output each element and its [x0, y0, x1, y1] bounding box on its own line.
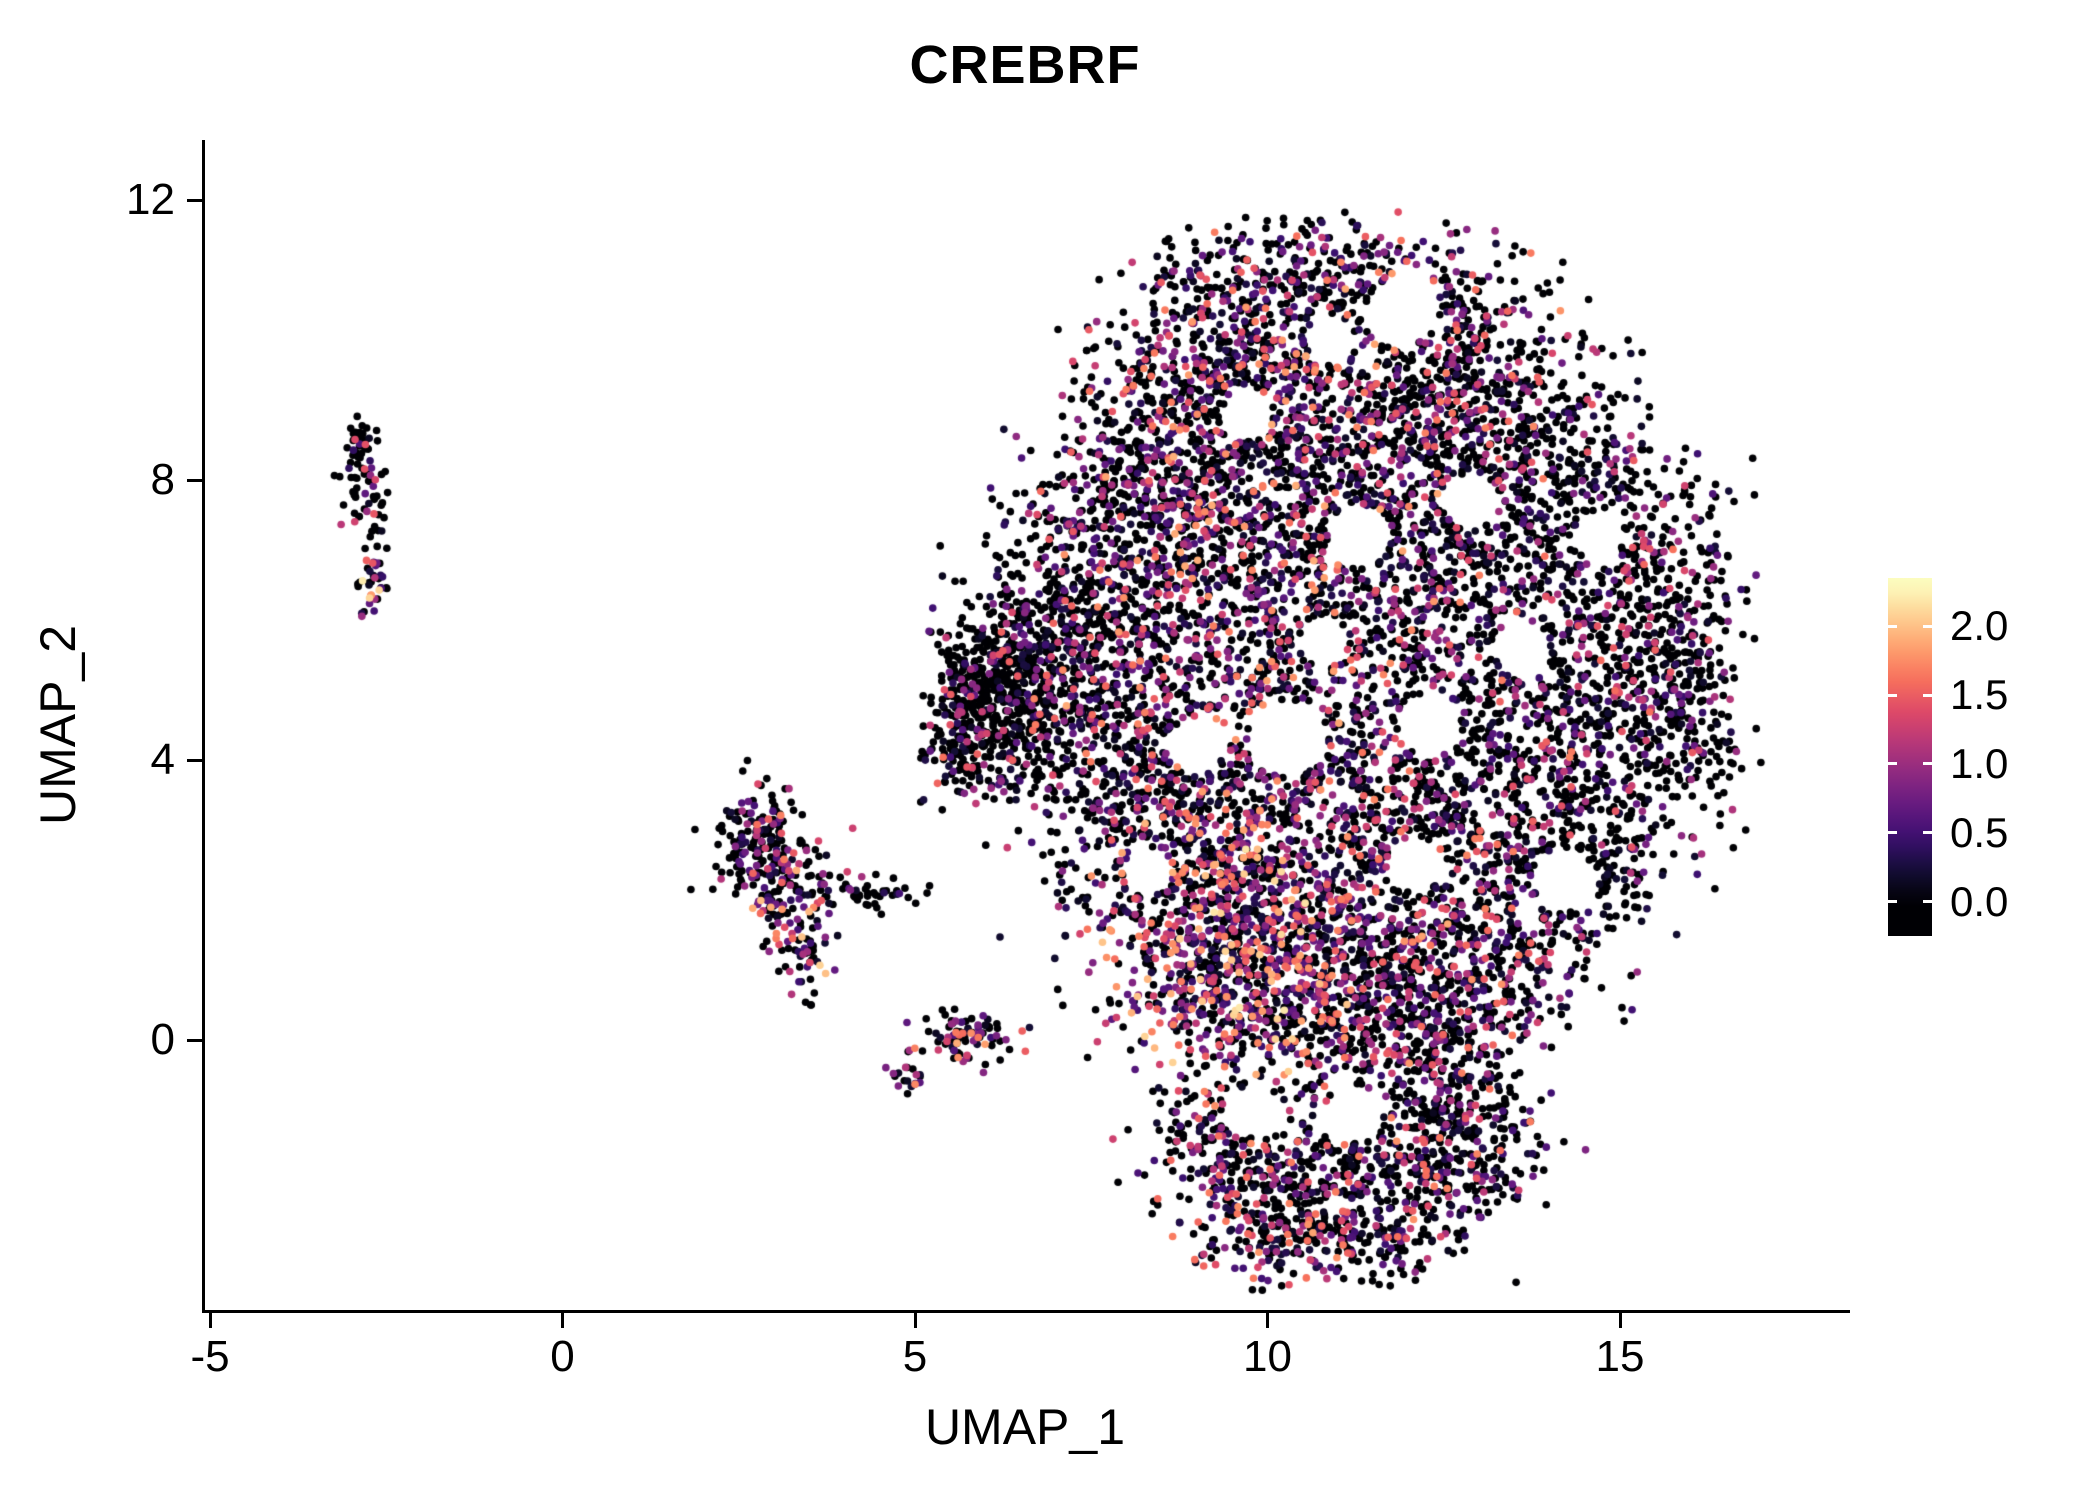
colorbar-tick-mark: [1923, 900, 1932, 904]
colorbar-tick-label: 2.0: [1950, 602, 2009, 650]
y-tick-label: 4: [150, 735, 175, 784]
colorbar-tick-mark: [1888, 831, 1897, 835]
x-tick-label: 15: [1595, 1332, 1645, 1381]
y-tick-label: 8: [150, 455, 175, 504]
x-tick-mark: [208, 1313, 212, 1328]
x-tick-label: 5: [902, 1332, 928, 1381]
plot-title: CREBRF: [909, 35, 1141, 95]
x-tick-label: -5: [190, 1332, 230, 1381]
colorbar-tick-label: 0.0: [1950, 877, 2009, 925]
colorbar-tick-label: 1.5: [1950, 671, 2009, 719]
x-tick-mark: [1266, 1313, 1269, 1328]
y-tick-mark: [187, 198, 202, 202]
x-tick-mark: [561, 1313, 564, 1328]
y-tick-label: 12: [126, 175, 175, 224]
y-tick-label: 0: [150, 1015, 175, 1064]
y-axis-line: [202, 140, 205, 1313]
colorbar-tick-label: 1.0: [1950, 739, 2009, 787]
colorbar: [1888, 578, 1932, 936]
colorbar-tick-mark: [1888, 693, 1897, 697]
x-axis-title: UMAP_1: [924, 1399, 1126, 1455]
colorbar-tick-mark: [1888, 900, 1897, 904]
y-tick-mark: [187, 478, 202, 482]
y-tick-mark: [187, 758, 202, 762]
x-axis-line: [202, 1310, 1850, 1313]
colorbar-tick-mark: [1923, 762, 1932, 766]
colorbar-tick-mark: [1888, 762, 1897, 766]
y-tick-mark: [187, 1038, 202, 1042]
colorbar-tick-mark: [1888, 624, 1897, 628]
x-tick-label: 10: [1243, 1332, 1292, 1381]
y-axis-title: UMAP_2: [30, 624, 86, 826]
colorbar-tick-label: 0.5: [1950, 808, 2009, 856]
x-tick-mark: [1618, 1313, 1622, 1328]
colorbar-tick-mark: [1923, 624, 1932, 628]
colorbar-tick-mark: [1923, 693, 1932, 697]
colorbar-tick-mark: [1923, 831, 1932, 835]
x-tick-label: 0: [550, 1332, 575, 1381]
x-tick-mark: [913, 1313, 917, 1328]
